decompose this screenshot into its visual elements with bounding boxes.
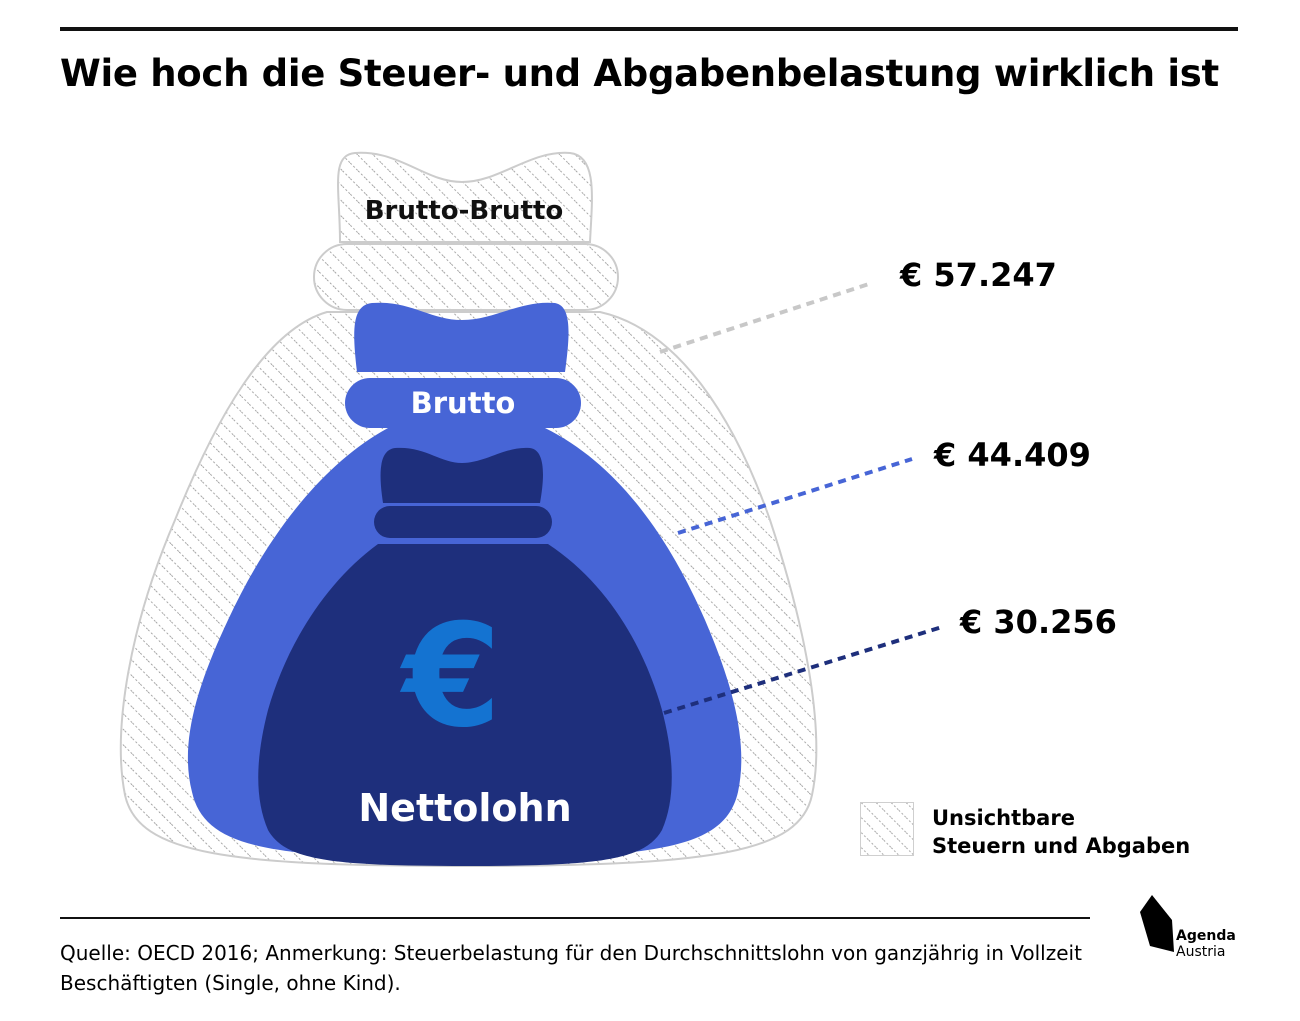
logo-line-2: Austria bbox=[1176, 944, 1226, 960]
logo-line-1: Agenda bbox=[1176, 928, 1236, 944]
label-brutto: Brutto bbox=[410, 386, 516, 420]
bag-brutto-neck bbox=[354, 302, 569, 372]
top-rule bbox=[60, 27, 1238, 31]
agenda-austria-logo-icon bbox=[1140, 895, 1174, 952]
value-brutto-brutto: € 57.247 bbox=[900, 256, 1057, 294]
page-title: Wie hoch die Steuer- und Abgabenbelastun… bbox=[60, 52, 1219, 95]
value-brutto: € 44.409 bbox=[934, 436, 1091, 474]
bag-brutto-brutto-band bbox=[313, 243, 619, 311]
leader-line-nettolohn bbox=[663, 625, 943, 715]
legend-line-1: Unsichtbare bbox=[932, 806, 1075, 830]
legend-hatch-swatch bbox=[860, 802, 914, 856]
euro-icon: € bbox=[402, 594, 502, 759]
bag-nettolohn-neck bbox=[380, 447, 543, 503]
value-nettolohn: € 30.256 bbox=[960, 603, 1117, 641]
label-nettolohn: Nettolohn bbox=[358, 786, 572, 830]
legend-label: Unsichtbare Steuern und Abgaben bbox=[932, 804, 1190, 860]
leader-line-brutto-brutto bbox=[659, 281, 873, 354]
bag-brutto-brutto-neck bbox=[337, 151, 593, 243]
bag-brutto-band bbox=[345, 378, 581, 428]
legend-line-2: Steuern und Abgaben bbox=[932, 834, 1191, 858]
logo-wordmark: Agenda Austria bbox=[1176, 928, 1236, 960]
bag-nettolohn bbox=[258, 447, 672, 866]
source-note: Quelle: OECD 2016; Anmerkung: Steuerbela… bbox=[60, 941, 1082, 995]
bottom-rule bbox=[60, 917, 1090, 919]
bag-nettolohn-band bbox=[374, 506, 552, 538]
label-brutto-brutto: Brutto-Brutto bbox=[364, 196, 564, 226]
bag-nettolohn-body bbox=[258, 544, 672, 866]
